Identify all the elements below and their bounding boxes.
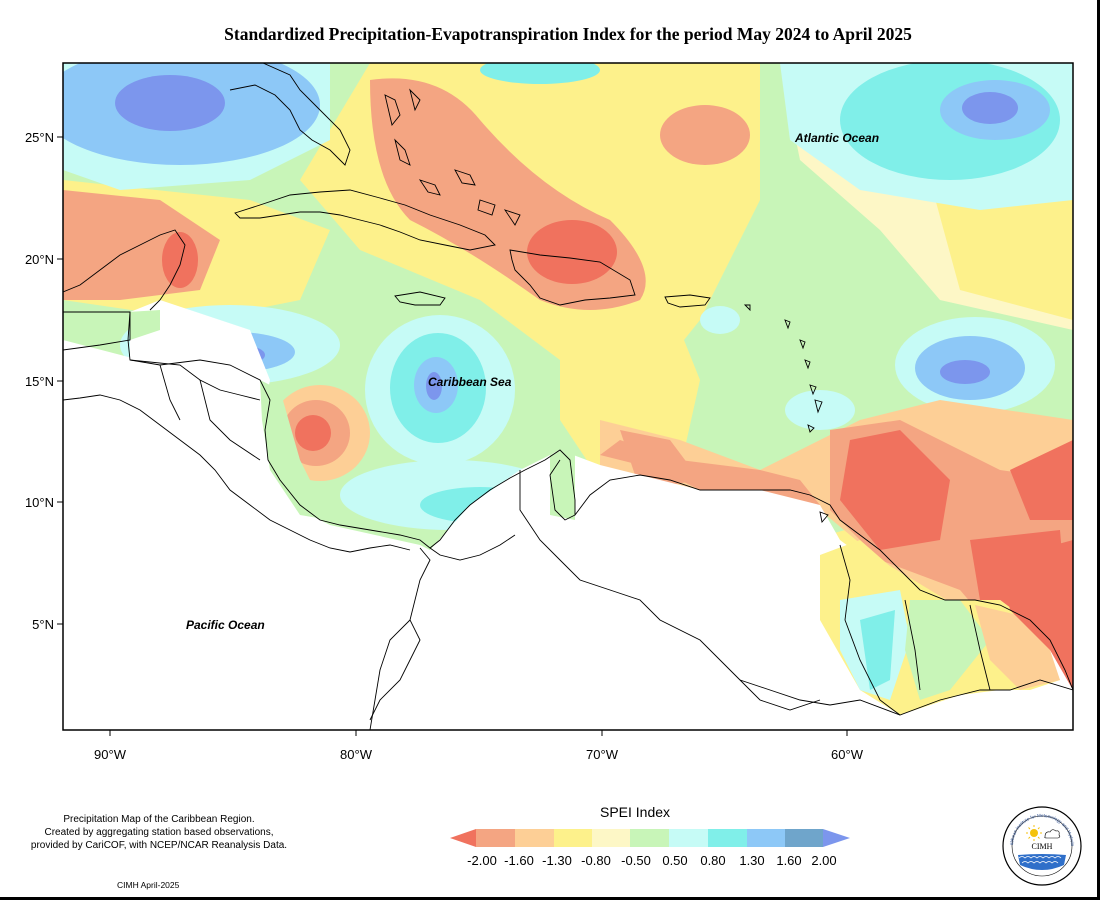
legend-swatch [708, 829, 747, 847]
lat-label-5n: 5°N [32, 617, 54, 632]
legend-tick: 2.00 [811, 853, 837, 868]
legend-tick: 1.30 [739, 853, 765, 868]
legend-tick: -0.50 [621, 853, 651, 868]
lon-label-60w: 60°W [831, 747, 864, 762]
credit-line: provided by CariCOF, with NCEP/NCAR Rean… [30, 840, 288, 851]
legend-swatch [785, 829, 823, 847]
legend-arrow-low [450, 829, 476, 847]
sun-icon [1030, 829, 1038, 837]
lon-label-80w: 80°W [340, 747, 373, 762]
legend-title: SPEI Index [600, 804, 671, 820]
lon-label-70w: 70°W [586, 747, 619, 762]
legend-tick: -1.30 [542, 853, 572, 868]
legend-colorbar [450, 829, 850, 847]
logo-text: CIMH [1032, 842, 1053, 851]
legend-tick: -1.60 [504, 853, 534, 868]
legend-swatch [515, 829, 554, 847]
lat-label-15n: 15°N [25, 374, 54, 389]
legend-swatch [476, 829, 515, 847]
legend-swatch [669, 829, 708, 847]
legend-swatch [554, 829, 592, 847]
legend-tick: 0.50 [662, 853, 688, 868]
legend-swatch [747, 829, 785, 847]
ocean-label-pacific: Pacific Ocean [186, 618, 265, 632]
legend-tick: -2.00 [467, 853, 497, 868]
credit-line: Created by aggregating station based obs… [44, 827, 274, 838]
legend-swatch [592, 829, 630, 847]
legend-tick: 1.60 [776, 853, 802, 868]
axis-ticks [57, 136, 848, 736]
lat-label-25n: 25°N [25, 130, 54, 145]
ocean-label-caribbean: Caribbean Sea [428, 375, 512, 389]
frame-border-bottom [0, 897, 1100, 900]
credit-text: Precipitation Map of the Caribbean Regio… [0, 813, 318, 852]
lon-label-90w: 90°W [94, 747, 127, 762]
lat-label-20n: 20°N [25, 252, 54, 267]
lat-label-10n: 10°N [25, 495, 54, 510]
ocean-label-atlantic: Atlantic Ocean [794, 131, 879, 145]
legend-arrow-high [823, 829, 850, 847]
cimh-logo: CIMH Caribbean Institute for Meteorology… [1001, 805, 1082, 886]
legend-tick: 0.80 [700, 853, 726, 868]
credit-date: CIMH April-2025 [117, 880, 180, 890]
credit-line: Precipitation Map of the Caribbean Regio… [63, 814, 255, 825]
map-frame [62, 62, 1074, 731]
spei-shading [63, 63, 1073, 730]
cloud-icon [1044, 829, 1061, 839]
coastlines [63, 63, 1073, 730]
legend-tick: -0.80 [581, 853, 611, 868]
legend-swatch [630, 829, 669, 847]
frame-border-right [1097, 0, 1100, 900]
page-title: Standardized Precipitation-Evapotranspir… [224, 24, 912, 44]
